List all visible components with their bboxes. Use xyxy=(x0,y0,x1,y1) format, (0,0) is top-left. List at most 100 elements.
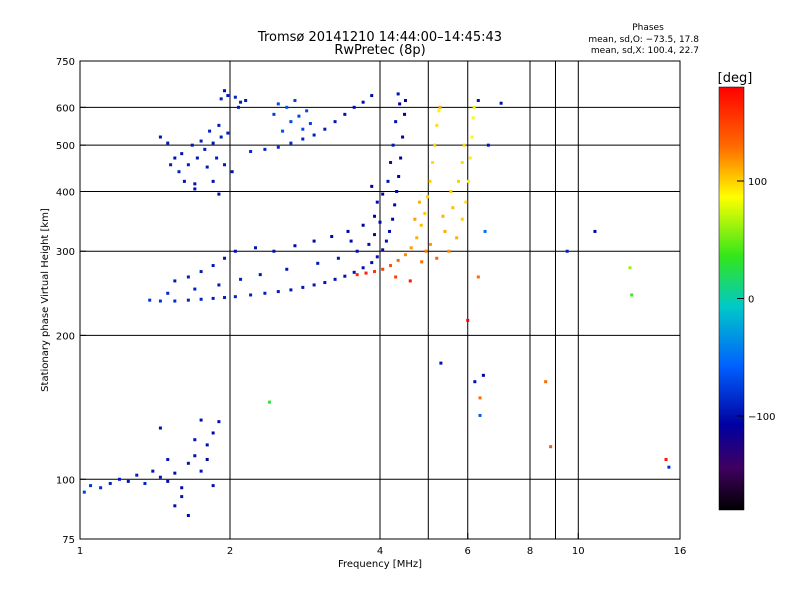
echo-point xyxy=(193,187,197,191)
echo-point xyxy=(499,101,503,105)
echo-point xyxy=(370,184,374,188)
echo-point xyxy=(323,281,327,285)
echo-point xyxy=(330,235,334,239)
echo-point xyxy=(355,249,359,253)
echo-point xyxy=(301,285,305,289)
echo-point xyxy=(417,200,421,204)
echo-point xyxy=(375,255,379,259)
echo-point xyxy=(89,484,93,488)
echo-point xyxy=(428,179,432,183)
echo-point xyxy=(549,445,553,449)
echo-point xyxy=(455,236,459,240)
echo-point xyxy=(466,318,470,322)
y-tick-label: 500 xyxy=(56,141,75,152)
echo-point xyxy=(166,291,170,295)
echo-point xyxy=(378,220,382,224)
echo-point xyxy=(471,116,475,120)
echo-point xyxy=(472,105,476,109)
echo-point xyxy=(108,481,112,485)
x-tick-label: 2 xyxy=(227,546,233,557)
echo-point xyxy=(381,192,385,196)
echo-point xyxy=(439,361,443,365)
echo-point xyxy=(628,266,632,270)
echo-point xyxy=(413,217,417,221)
echo-point xyxy=(343,112,347,116)
echo-point xyxy=(244,99,248,103)
echo-point xyxy=(419,223,423,227)
chart-subtitle: RwPretec (8p) xyxy=(334,43,425,58)
echo-point xyxy=(408,279,412,283)
echo-point xyxy=(476,99,480,103)
echo-point xyxy=(249,149,253,153)
echo-point xyxy=(336,256,340,260)
echo-point xyxy=(373,270,377,274)
echo-point xyxy=(211,141,215,145)
echo-point xyxy=(415,236,419,240)
echo-point xyxy=(219,135,223,139)
echo-point xyxy=(215,156,219,160)
echo-point xyxy=(158,475,162,479)
echo-point xyxy=(166,141,170,145)
echo-point xyxy=(186,275,190,279)
echo-point xyxy=(441,214,445,218)
echo-point xyxy=(289,120,293,124)
echo-point xyxy=(451,206,455,210)
echo-point xyxy=(208,129,212,133)
grid-lines xyxy=(79,61,681,539)
colorbar-tick-label: 100 xyxy=(748,177,767,188)
echo-point xyxy=(211,431,215,435)
echo-point xyxy=(423,211,427,215)
echo-point xyxy=(389,160,393,164)
echo-point xyxy=(352,105,356,109)
echo-point xyxy=(431,160,435,164)
echo-point xyxy=(409,246,413,250)
echo-point xyxy=(361,223,365,227)
echo-point xyxy=(285,105,289,109)
echo-point xyxy=(186,298,190,302)
echo-point xyxy=(667,465,671,469)
echo-point xyxy=(158,135,162,139)
phases-x-stats: mean, sd,X: 100.4, 22.7 xyxy=(591,46,699,56)
echo-point xyxy=(151,469,155,473)
echo-point xyxy=(230,170,234,174)
echo-point xyxy=(195,156,199,160)
echo-point xyxy=(99,486,103,490)
echo-point xyxy=(370,261,374,265)
echo-point xyxy=(395,189,399,193)
echo-point xyxy=(312,283,316,287)
echo-point xyxy=(239,277,243,281)
colorbar-tick-label: −100 xyxy=(748,412,775,423)
echo-point xyxy=(361,100,365,104)
x-tick-label: 10 xyxy=(572,546,585,557)
echo-point xyxy=(349,239,353,243)
echo-point xyxy=(470,135,474,139)
echo-point xyxy=(483,229,487,233)
echo-point xyxy=(211,484,215,488)
echo-point xyxy=(403,253,407,257)
echo-point xyxy=(457,179,461,183)
echo-point xyxy=(199,139,203,143)
echo-point xyxy=(272,112,276,116)
echo-point xyxy=(476,275,480,279)
echo-point xyxy=(276,102,280,106)
echo-point xyxy=(186,513,190,517)
echo-point xyxy=(211,264,215,268)
echo-point xyxy=(236,105,240,109)
echo-point xyxy=(398,102,402,106)
echo-point xyxy=(289,288,293,292)
echo-point xyxy=(263,291,267,295)
echo-point xyxy=(301,127,305,131)
echo-point xyxy=(443,229,447,233)
echo-point xyxy=(373,214,377,218)
echo-point xyxy=(272,249,276,253)
y-tick-label: 600 xyxy=(56,103,75,114)
echo-point xyxy=(117,477,121,481)
echo-point xyxy=(205,443,209,447)
echo-point xyxy=(233,249,237,253)
echo-point xyxy=(343,274,347,278)
echo-point xyxy=(424,249,428,253)
echo-point xyxy=(177,170,181,174)
echo-point xyxy=(486,143,490,147)
echo-point xyxy=(352,270,356,274)
echo-point xyxy=(211,296,215,300)
